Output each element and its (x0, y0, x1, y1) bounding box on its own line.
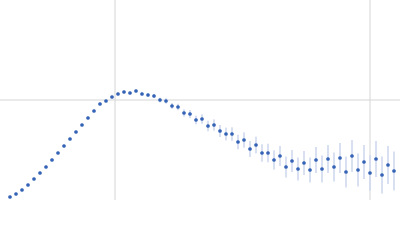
data-point (62, 144, 66, 148)
data-point (98, 102, 102, 106)
data-point (350, 154, 354, 158)
data-point (380, 173, 384, 177)
data-point (68, 137, 72, 141)
data-point (356, 168, 360, 172)
data-point (374, 157, 378, 161)
data-point (194, 118, 198, 122)
data-point (122, 90, 126, 94)
data-point (152, 94, 156, 98)
data-point (386, 163, 390, 167)
data-point (92, 109, 96, 113)
data-point (20, 188, 24, 192)
data-point (224, 132, 228, 136)
data-point (140, 92, 144, 96)
data-point (278, 154, 282, 158)
data-point (158, 98, 162, 102)
data-point (200, 117, 204, 121)
data-point (308, 168, 312, 172)
data-point (332, 165, 336, 169)
data-point (116, 92, 120, 96)
data-point (146, 93, 150, 97)
data-point (254, 143, 258, 147)
data-point (56, 151, 60, 155)
data-point (134, 89, 138, 93)
data-point (50, 158, 54, 162)
data-point (236, 140, 240, 144)
data-point (272, 158, 276, 162)
data-point (128, 91, 132, 95)
data-point (218, 129, 222, 133)
data-point (284, 165, 288, 169)
data-point (314, 158, 318, 162)
data-point (86, 116, 90, 120)
data-point (80, 123, 84, 127)
data-point (182, 111, 186, 115)
data-point (242, 138, 246, 142)
data-point (44, 165, 48, 169)
data-point (266, 151, 270, 155)
data-point (74, 130, 78, 134)
data-point (110, 95, 114, 99)
data-point (344, 170, 348, 174)
data-point (8, 195, 12, 199)
data-point (170, 104, 174, 108)
data-point (362, 160, 366, 164)
data-point (164, 99, 168, 103)
data-point (176, 105, 180, 109)
data-point (248, 147, 252, 151)
data-point (32, 177, 36, 181)
data-point (14, 192, 18, 196)
data-point (38, 171, 42, 175)
data-point (368, 171, 372, 175)
data-point (296, 167, 300, 171)
data-point (188, 112, 192, 116)
data-point (104, 99, 108, 103)
chart (0, 0, 400, 200)
data-point (320, 167, 324, 171)
data-point (338, 156, 342, 160)
data-point (392, 169, 396, 173)
data-point (290, 159, 294, 163)
data-point (326, 157, 330, 161)
data-point (26, 183, 30, 187)
data-point (206, 124, 210, 128)
data-point (212, 123, 216, 127)
data-point (230, 132, 234, 136)
data-point (260, 151, 264, 155)
data-point (302, 161, 306, 165)
